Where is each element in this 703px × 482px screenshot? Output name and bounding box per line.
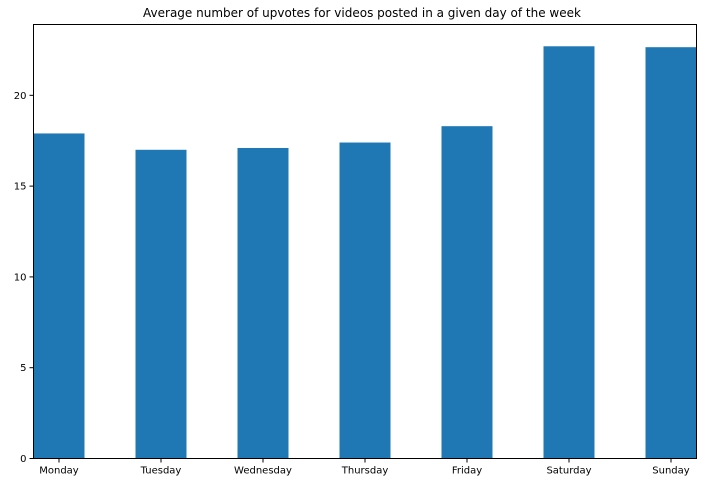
bar-saturday bbox=[543, 46, 595, 459]
y-axis-ticks: 0 5 10 15 20 bbox=[14, 91, 34, 465]
x-tick-label: Saturday bbox=[546, 466, 591, 477]
bar-tuesday bbox=[135, 149, 187, 459]
y-tick-label: 20 bbox=[14, 91, 27, 102]
bars-group bbox=[33, 46, 697, 459]
x-tick-label: Wednesday bbox=[234, 466, 292, 477]
x-tick-label: Monday bbox=[39, 466, 79, 477]
y-tick-label: 10 bbox=[14, 272, 27, 283]
chart-title: Average number of upvotes for videos pos… bbox=[143, 6, 581, 20]
y-tick-label: 0 bbox=[20, 454, 26, 465]
bar-wednesday bbox=[237, 147, 289, 459]
bar-friday bbox=[441, 126, 493, 459]
y-tick-label: 5 bbox=[20, 363, 26, 374]
x-tick-label: Friday bbox=[452, 466, 482, 477]
x-axis-ticks: Monday Tuesday Wednesday Thursday Friday Satu… bbox=[39, 458, 690, 477]
bar-monday bbox=[33, 133, 85, 459]
plot-frame bbox=[33, 24, 697, 459]
x-tick-label: Sunday bbox=[652, 466, 689, 477]
x-tick-label: Thursday bbox=[341, 466, 389, 477]
bar-thursday bbox=[339, 142, 391, 459]
bar-sunday bbox=[645, 47, 697, 459]
x-tick-label: Tuesday bbox=[140, 466, 182, 477]
y-tick-label: 15 bbox=[14, 182, 27, 193]
